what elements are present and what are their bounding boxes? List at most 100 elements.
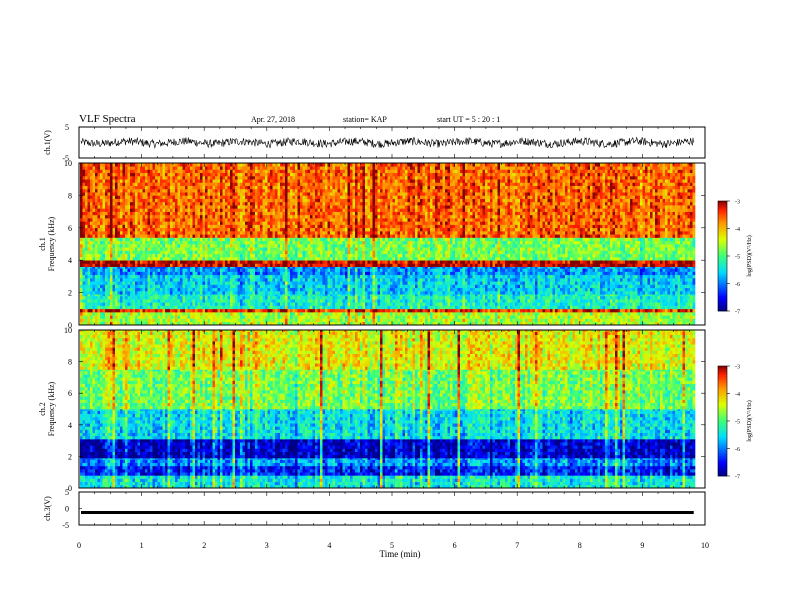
ch1-spectrogram-cell — [620, 302, 623, 306]
ch1-spectrogram-cell — [380, 299, 383, 303]
ch1-spectrogram-cell — [513, 306, 516, 310]
ch1-spectrogram-cell — [93, 309, 96, 313]
ch1-spectrogram-cell — [430, 272, 433, 276]
ch1-spectrogram-cell — [413, 263, 416, 267]
ch1-spectrogram-cell — [560, 312, 563, 316]
ch1-spectrogram-cell — [110, 278, 113, 282]
ch1-spectrogram-cell — [448, 309, 451, 313]
ch1-spectrogram-cell — [575, 275, 578, 279]
ch1-spectrogram-cell — [553, 272, 556, 276]
ch1-spectrogram-cell — [315, 296, 318, 300]
ch1-spectrogram-cell — [185, 272, 188, 276]
ch1-spectrogram-cell — [363, 315, 366, 319]
ch1-spectrogram-cell — [350, 281, 353, 285]
ch1-spectrogram-cell — [450, 302, 453, 306]
ch1-spectrogram-cell — [590, 296, 593, 300]
ch1-spectrogram-cell — [610, 309, 613, 313]
ch1-spectrogram-cell — [365, 299, 368, 303]
ch1-spectrogram-cell — [373, 319, 376, 323]
ch1-spectrogram-cell — [210, 263, 213, 267]
ch1-spectrogram-cell — [458, 285, 461, 289]
ch1-spectrogram-cell — [313, 268, 316, 272]
ch1-spectrogram-cell — [690, 291, 693, 295]
ch1-spectrogram-cell — [463, 312, 466, 316]
ch1-spectrogram-cell — [545, 296, 548, 300]
ch1-spectrogram-cell — [585, 291, 588, 295]
ch1-spectrogram-cell — [595, 285, 598, 289]
ch1-spectrogram-cell — [360, 278, 363, 282]
ch1-spectrogram-cell — [88, 291, 91, 295]
ch1-spectrogram-cell — [345, 312, 348, 316]
ch1-spectrogram-cell — [513, 285, 516, 289]
ch1-spectrogram-cell — [318, 281, 321, 285]
ch1-spectrogram-cell — [268, 278, 271, 282]
ch1-spectrogram-cell — [450, 306, 453, 310]
ch1-spectrogram-cell — [220, 275, 223, 279]
ch1-spectrogram-cell — [328, 312, 331, 316]
ch1-spectrogram-cell — [213, 309, 216, 313]
ch1-spectrogram-cell — [153, 268, 156, 272]
ch1-spectrogram-cell — [398, 285, 401, 289]
ch1-spectrogram-cell — [688, 315, 691, 319]
ch1-spectrogram-cell — [685, 285, 688, 289]
ch1-spectrogram-cell — [408, 272, 411, 276]
ch1-spectrogram-cell — [373, 302, 376, 306]
ch1-spectrogram-cell — [523, 312, 526, 316]
ch1-spectrogram-cell — [650, 263, 653, 267]
ch1-spectrogram-cell — [613, 299, 616, 303]
ch1-spectrogram-cell — [220, 272, 223, 276]
ch1-spectrogram-cell — [283, 275, 286, 279]
ch1-spectrogram-cell — [263, 315, 266, 319]
ch1-spectrogram-cell — [363, 306, 366, 310]
ch1-spectrogram-cell — [305, 306, 308, 310]
ch1-spectrogram-cell — [648, 272, 651, 276]
ch1-spectrogram-cell — [248, 278, 251, 282]
ch1-spectrogram-cell — [423, 285, 426, 289]
ch1-spectrogram-cell — [450, 309, 453, 313]
ch1-spectrogram-cell — [205, 315, 208, 319]
ch1-spectrogram-cell — [185, 315, 188, 319]
ch1-spectrogram-cell — [270, 263, 273, 267]
ch1-spectrogram-cell — [590, 281, 593, 285]
ch1-spectrogram-cell — [310, 291, 313, 295]
ch1-spectrogram-cell — [125, 306, 128, 310]
ch1-spectrogram-cell — [130, 302, 133, 306]
ch1-spectrogram-cell — [218, 315, 221, 319]
ch1-spectrogram-cell — [505, 306, 508, 310]
ch1-spectrogram-cell — [305, 319, 308, 323]
ch1-spectrogram-cell — [335, 272, 338, 276]
ch1-spectrogram-cell — [230, 275, 233, 279]
ch1-spectrogram-cell — [370, 309, 373, 313]
ch1-spectrogram-cell — [685, 268, 688, 272]
ch1-spectrogram-cell — [395, 309, 398, 313]
ch1-spectrogram-cell — [255, 278, 258, 282]
ch1-spectrogram-cell — [610, 278, 613, 282]
ch1-spectrogram-cell — [580, 275, 583, 279]
ch1-spectrogram-cell — [400, 278, 403, 282]
ch1-spectrogram-cell — [295, 285, 298, 289]
ch1-spectrogram-cell — [103, 312, 106, 316]
ch1-spectrogram-cell — [478, 288, 481, 292]
ch1-spectrogram-cell — [188, 299, 191, 303]
ch1-spectrogram-cell — [313, 275, 316, 279]
ch1-spectrogram-cell — [508, 299, 511, 303]
ch1-spectrogram-cell — [558, 278, 561, 282]
ch1-spectrogram-cell — [388, 309, 391, 313]
ch1-spectrogram-cell — [345, 263, 348, 267]
ch1-spectrogram-cell — [690, 306, 693, 310]
ch1-spectrogram-cell — [223, 299, 226, 303]
ch1-spectrogram-cell — [280, 315, 283, 319]
ch1-spectrogram-cell — [528, 296, 531, 300]
ch1-spectrogram-cell — [135, 312, 138, 316]
ch1-spectrogram-cell — [360, 285, 363, 289]
ch1-spectrogram-cell — [508, 315, 511, 319]
ch1-spectrogram-cell — [185, 288, 188, 292]
ch1-spectrogram-cell — [110, 312, 113, 316]
ch1-spectrogram-cell — [498, 288, 501, 292]
ch1-spectrogram-cell — [505, 309, 508, 313]
ch1-spectrogram-cell — [260, 272, 263, 276]
ch1-spectrogram-cell — [565, 309, 568, 313]
ch1-spectrogram-cell — [113, 263, 116, 267]
ch1-spectrogram-cell — [225, 288, 228, 292]
ch1-spectrogram-cell — [135, 302, 138, 306]
